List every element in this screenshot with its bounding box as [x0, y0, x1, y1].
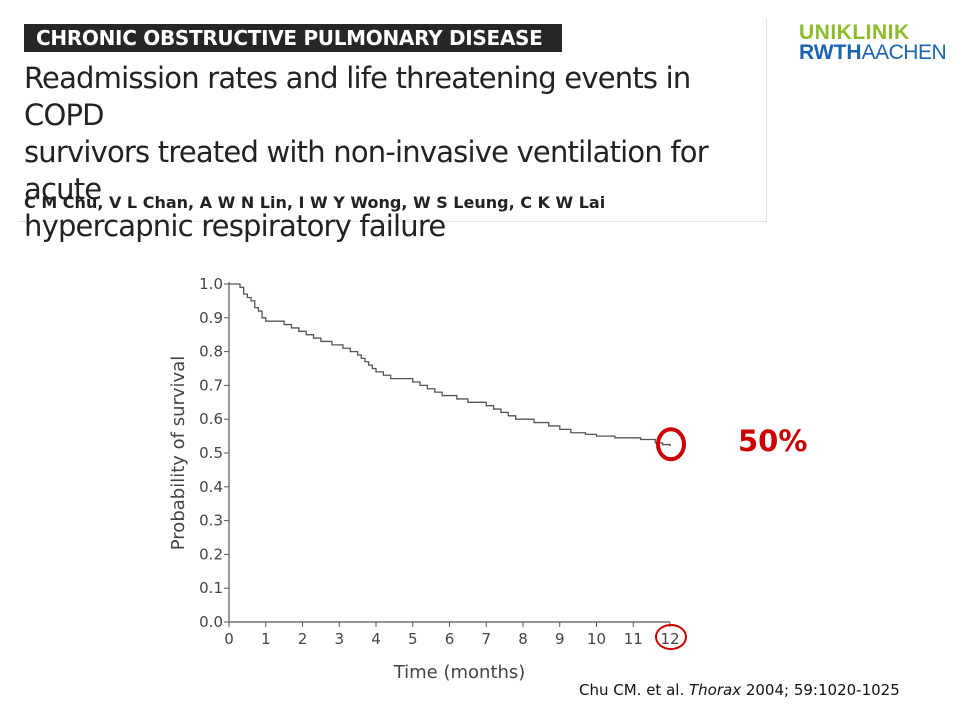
survival-curve [229, 283, 671, 447]
y-tick-label: 0.5 [199, 444, 223, 462]
x-tick-label: 9 [555, 630, 565, 648]
citation-journal: Thorax [688, 681, 742, 699]
uniklinik-logo: UNIKLINIK RWTHAACHEN [799, 21, 947, 64]
logo-top-text: UNIKLINIK [799, 21, 910, 44]
x-tick-label: 2 [298, 630, 308, 648]
x-axis-label: Time (months) [393, 662, 526, 683]
article-title-line-1: Readmission rates and life threatening e… [24, 61, 691, 132]
y-tick-label: 0.4 [199, 478, 223, 496]
y-tick-label: 0.9 [199, 309, 223, 327]
x-tick-label: 10 [587, 630, 606, 648]
author-list: C M Chu, V L Chan, A W N Lin, I W Y Wong… [24, 193, 606, 212]
y-tick-label: 0.3 [199, 512, 223, 530]
x-tick-label: 7 [481, 630, 491, 648]
y-axis-label: Probability of survival [168, 356, 189, 550]
y-tick-label: 1.0 [199, 275, 223, 293]
article-title: Readmission rates and life threatening e… [24, 60, 764, 245]
x-tick-label: 11 [624, 630, 643, 648]
x-tick-label: 6 [445, 630, 455, 648]
y-tick-label: 0.7 [199, 376, 223, 394]
citation: Chu CM. et al. Thorax 2004; 59:1020-1025 [579, 681, 900, 699]
citation-suffix: 2004; 59:1020-1025 [741, 681, 900, 699]
citation-prefix: Chu CM. et al. [579, 681, 689, 699]
x-tick-label: 8 [518, 630, 528, 648]
y-tick-label: 0.8 [199, 343, 223, 361]
y-tick-label: 0.6 [199, 410, 223, 428]
section-banner: CHRONIC OBSTRUCTIVE PULMONARY DISEASE [24, 24, 562, 52]
x-tick-label: 4 [371, 630, 381, 648]
article-title-line-3: hypercapnic respiratory failure [24, 209, 446, 243]
highlight-circle [656, 427, 686, 462]
article-title-line-2: survivors treated with non-invasive vent… [24, 135, 709, 206]
article-header: CHRONIC OBSTRUCTIVE PULMONARY DISEASE Re… [18, 18, 767, 243]
y-tick-label: 0.1 [199, 579, 223, 597]
logo-bottom-text: RWTHAACHEN [799, 41, 947, 64]
tick-highlight-circle [655, 624, 687, 650]
x-tick-label: 12 [660, 630, 679, 648]
x-tick-label: 5 [408, 630, 418, 648]
logo-aachen-text: AACHEN [861, 41, 947, 64]
annotation-value-label: 50% [738, 424, 808, 458]
logo-rwth-text: RWTH [799, 41, 862, 64]
y-tick-label: 0.2 [199, 545, 223, 563]
x-tick-label: 3 [334, 630, 344, 648]
x-tick-label: 1 [261, 630, 271, 648]
y-tick-label: 0.0 [199, 613, 223, 631]
x-tick-label: 0 [224, 630, 234, 648]
